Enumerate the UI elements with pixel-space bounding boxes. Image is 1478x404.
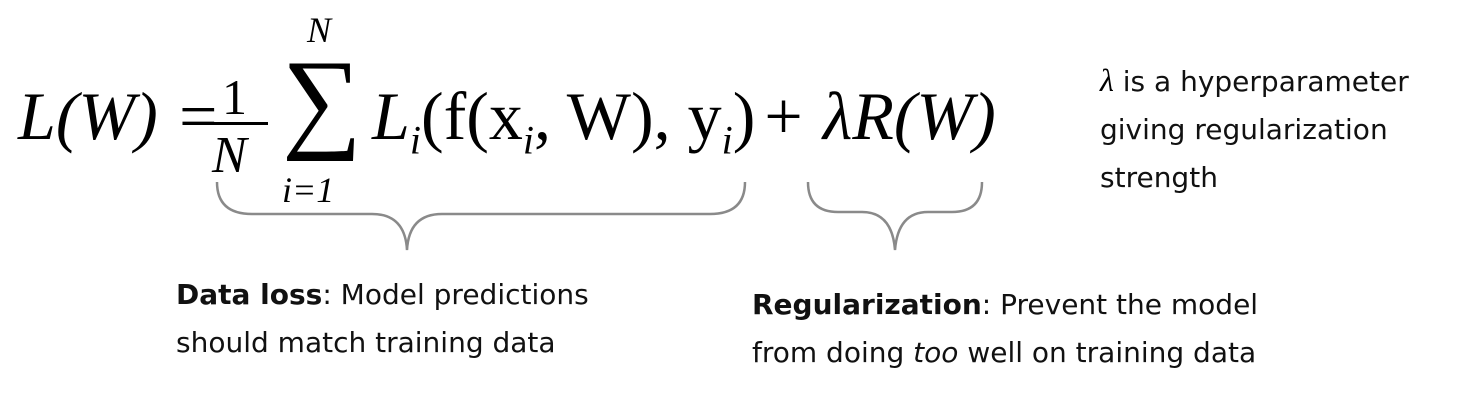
regularization-text-1: : Prevent the model: [981, 288, 1259, 321]
fraction-denominator: N: [212, 127, 247, 184]
regularization-text-2b: well on training data: [958, 336, 1257, 369]
regularization-term: + λR(W): [760, 78, 996, 154]
loss-args-b: , W), y: [534, 78, 722, 154]
loss-symbol: L: [372, 78, 410, 154]
sum-lower-limit: i=1: [282, 170, 335, 210]
regularization-text-2a: from doing: [752, 336, 914, 369]
regularization-line-2: from doing too well on training data: [752, 329, 1258, 377]
regularization-line-1: Regularization: Prevent the model: [752, 281, 1258, 329]
data-loss-text-1: : Model predictions: [322, 278, 589, 311]
hyperparameter-text-2: giving regularization: [1100, 113, 1388, 146]
loss-args-c: ): [732, 78, 756, 154]
summation-symbol: ∑: [282, 38, 362, 162]
regularization-title: Regularization: [752, 288, 982, 321]
hyperparameter-text-1: is a hyperparameter: [1113, 65, 1409, 98]
hyperparameter-note: λ is a hyperparameter giving regularizat…: [1100, 56, 1409, 202]
data-loss-title: Data loss: [176, 278, 323, 311]
lambda-symbol: λ: [1100, 62, 1114, 98]
data-loss-caption: Data loss: Model predictions should matc…: [176, 271, 589, 367]
hyperparameter-line-1: λ is a hyperparameter: [1100, 56, 1409, 106]
equation-lhs: L(W) =: [18, 78, 221, 154]
data-loss-text-2: should match training data: [176, 326, 556, 359]
loss-subscript: i: [409, 117, 421, 163]
regularization-caption: Regularization: Prevent the model from d…: [752, 281, 1258, 377]
hyperparameter-text-3: strength: [1100, 161, 1218, 194]
x-subscript: i: [522, 117, 535, 163]
fraction-bar: [210, 122, 268, 125]
regularization-emphasis: too: [913, 336, 959, 369]
y-subscript: i: [721, 117, 733, 163]
data-loss-line-1: Data loss: Model predictions: [176, 271, 589, 319]
regularization-brace: [806, 181, 984, 251]
loss-term: Li(f(xi, W), yi): [372, 82, 755, 161]
loss-args-a: (f(x: [420, 78, 523, 154]
sum-upper-limit: N: [307, 10, 332, 50]
fraction-numerator: 1: [222, 69, 247, 125]
